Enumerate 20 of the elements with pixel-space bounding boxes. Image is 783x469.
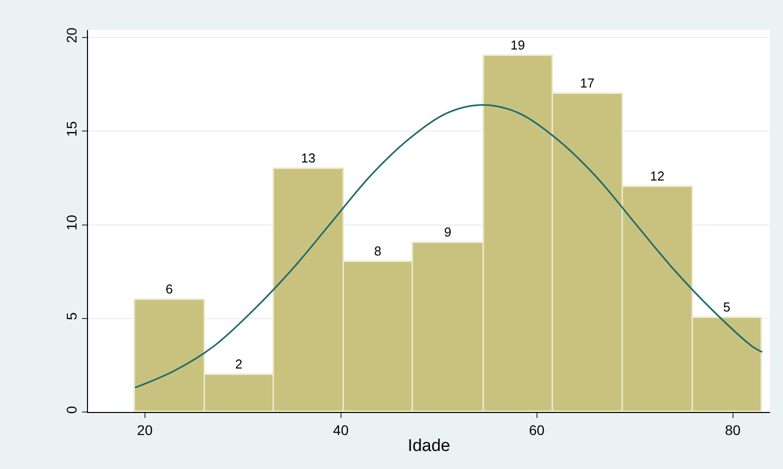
line-series <box>134 104 763 388</box>
data-label: 13 <box>301 150 316 166</box>
y-tick-label: 0 <box>63 406 80 414</box>
y-tick-label: 15 <box>63 121 80 137</box>
data-label: 6 <box>166 281 173 296</box>
data-label: 2 <box>235 356 242 372</box>
y-tick-label: 20 <box>63 27 80 44</box>
data-label: 9 <box>444 224 452 240</box>
y-tick-label: 5 <box>63 312 80 320</box>
x-axis-title: Idade <box>408 436 450 456</box>
x-tick-label: 80 <box>724 422 741 438</box>
x-tick-label: 20 <box>137 422 153 438</box>
data-label: 12 <box>650 168 664 184</box>
x-tick-label: 40 <box>333 422 349 438</box>
y-tick-label: 10 <box>63 214 80 230</box>
data-label: 8 <box>374 243 382 258</box>
data-label: 17 <box>580 75 594 90</box>
data-label: 19 <box>510 37 525 52</box>
x-tick-label: 60 <box>529 422 545 438</box>
data-label: 5 <box>723 299 730 314</box>
